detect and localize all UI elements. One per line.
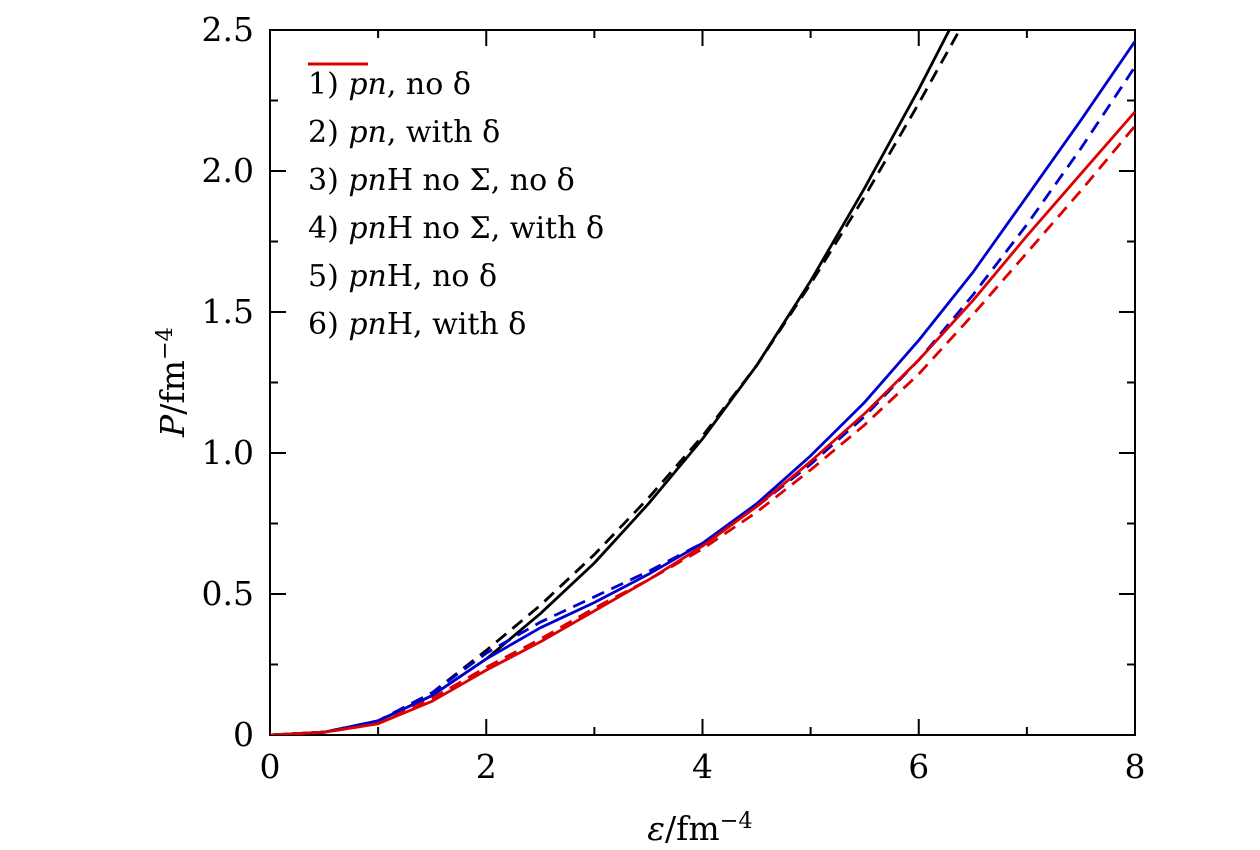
- y-axis-unit: /fm: [153, 360, 192, 415]
- tick-labels: 0 2 4 6 8 0 0.5 1.0 1.5 2.0 2.5: [202, 10, 1146, 786]
- x-tick-label: 6: [908, 747, 929, 786]
- x-tick-label: 2: [476, 747, 497, 786]
- y-tick-label: 0: [233, 715, 254, 754]
- x-tick-label: 4: [692, 747, 713, 786]
- series-line-3: [270, 40, 1135, 735]
- legend-label: 4) pnH no Σ, with δ: [308, 210, 605, 246]
- legend-item-4: 4) pnH no Σ, with δ: [308, 62, 605, 252]
- y-axis-label: P/fm−4: [152, 327, 192, 437]
- x-axis-unit: /fm: [665, 809, 720, 848]
- x-tick-label: 8: [1125, 747, 1146, 786]
- series-line-2: [270, 30, 962, 735]
- legend-label: 3) pnH no Σ, no δ: [308, 162, 575, 198]
- legend-item-6: 6) pnH, with δ: [308, 62, 604, 348]
- legend: 1) pn, no δ 2) pn, with δ 3) pnH no Σ, no …: [308, 60, 604, 348]
- series-line-5: [270, 110, 1135, 735]
- y-tick-label: 2.5: [202, 10, 254, 49]
- legend-label: 2) pn, with δ: [308, 114, 501, 150]
- legend-item-3: 3) pnH no Σ, no δ: [308, 62, 604, 204]
- legend-label: 5) pnH, no δ: [308, 258, 498, 294]
- y-tick-label: 1.0: [202, 433, 254, 472]
- y-tick-label: 2.0: [202, 151, 254, 190]
- legend-item-1: 1) pn, no δ: [308, 60, 604, 108]
- y-tick-label: 0.5: [202, 574, 254, 613]
- legend-label: 6) pnH, with δ: [308, 306, 527, 342]
- x-tick-label: 0: [260, 747, 281, 786]
- series-line-4: [270, 65, 1135, 735]
- x-axis-label: ε/fm−4: [647, 808, 752, 848]
- y-axis-exponent: −4: [152, 327, 178, 361]
- legend-item-5: 5) pnH, no δ: [308, 62, 604, 300]
- legend-item-2: 2) pn, with δ: [308, 62, 604, 156]
- y-axis-symbol: P: [153, 414, 192, 437]
- y-tick-label: 1.5: [202, 292, 254, 331]
- x-axis-exponent: −4: [719, 808, 753, 834]
- curves: [270, 30, 1135, 735]
- legend-label: 1) pn, no δ: [308, 66, 471, 102]
- legend-line-sample: [308, 62, 368, 66]
- x-axis-symbol: ε: [647, 809, 666, 848]
- series-line-6: [270, 125, 1135, 735]
